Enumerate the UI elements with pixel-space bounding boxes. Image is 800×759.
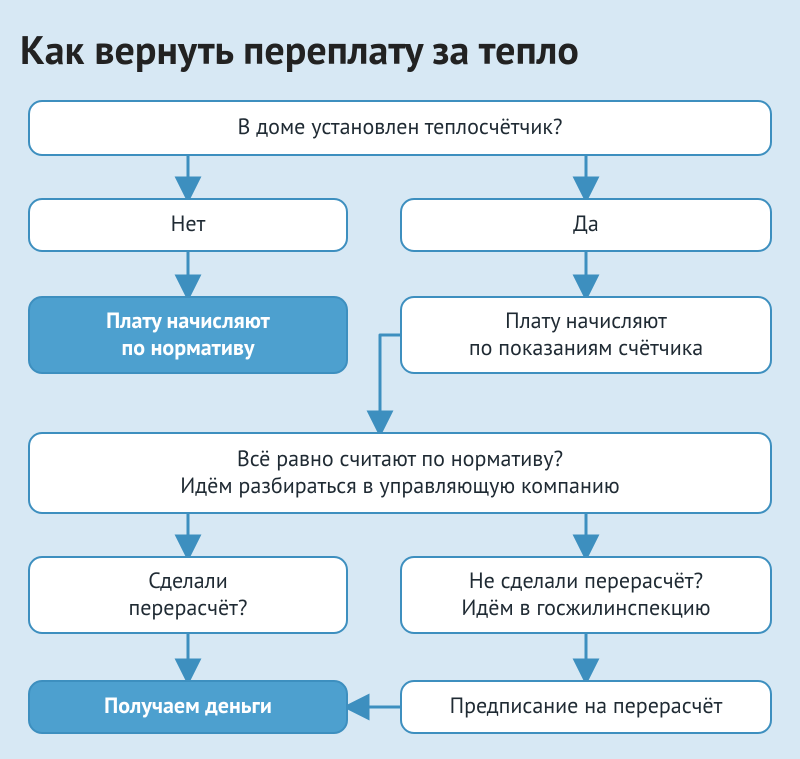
node-q_meter: В доме установлен теплосчётчик? [28,100,772,156]
flowchart-canvas: Как вернуть переплату за тепло В доме ус… [0,0,800,759]
node-no: Нет [28,198,348,252]
node-by_norm: Плату начисляют по нормативу [28,296,348,374]
node-recalc_yes: Сделали перерасчёт? [28,556,348,634]
page-title: Как вернуть переплату за тепло [20,28,579,72]
node-recalc_no: Не сделали перерасчёт? Идём в госжилинсп… [400,556,772,634]
node-get_money: Получаем деньги [28,680,348,734]
node-yes: Да [400,198,772,252]
node-by_meter: Плату начисляют по показаниям счётчика [400,296,772,374]
node-order_recalc: Предписание на перерасчёт [400,680,772,734]
node-still_norm: Всё равно считают по нормативу? Идём раз… [28,432,772,514]
